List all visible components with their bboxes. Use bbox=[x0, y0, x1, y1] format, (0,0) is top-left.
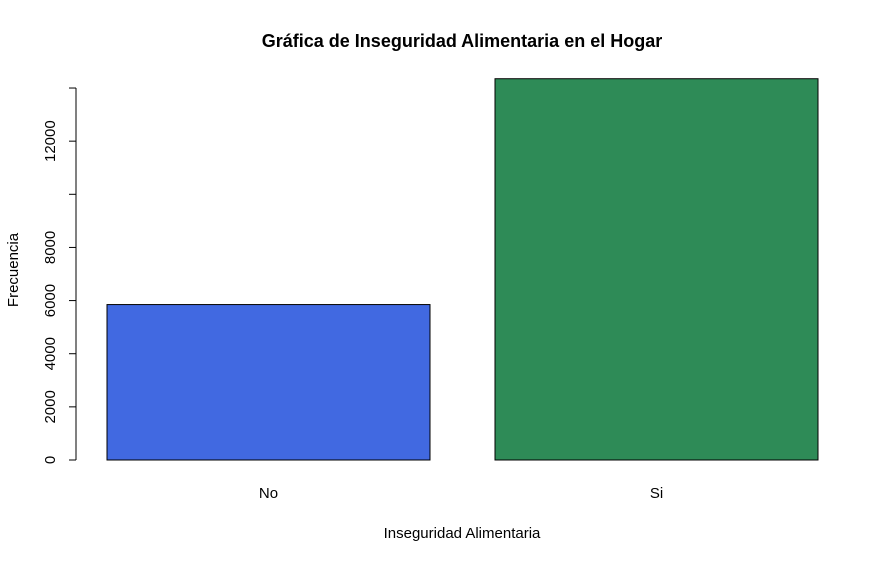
x-tick-label: No bbox=[259, 485, 278, 502]
bars-group bbox=[106, 78, 819, 461]
y-tick-label: 8000 bbox=[42, 231, 59, 264]
y-tick-label: 4000 bbox=[42, 337, 59, 370]
x-tick-label: Si bbox=[650, 485, 663, 502]
y-tick-label: 0 bbox=[42, 456, 59, 464]
bar-no bbox=[106, 304, 431, 461]
chart-title: Gráfica de Inseguridad Alimentaria en el… bbox=[262, 31, 662, 51]
y-axis-label: Frecuencia bbox=[5, 232, 22, 307]
y-tick-label: 2000 bbox=[42, 390, 59, 423]
y-axis: 0 2000 4000 6000 8000 12000 bbox=[42, 87, 77, 464]
x-tick-labels: No Si bbox=[259, 485, 663, 502]
y-tick-label: 12000 bbox=[42, 120, 59, 162]
x-axis-label: Inseguridad Alimentaria bbox=[384, 525, 541, 542]
bar-si bbox=[494, 78, 819, 461]
y-tick-label: 6000 bbox=[42, 284, 59, 317]
